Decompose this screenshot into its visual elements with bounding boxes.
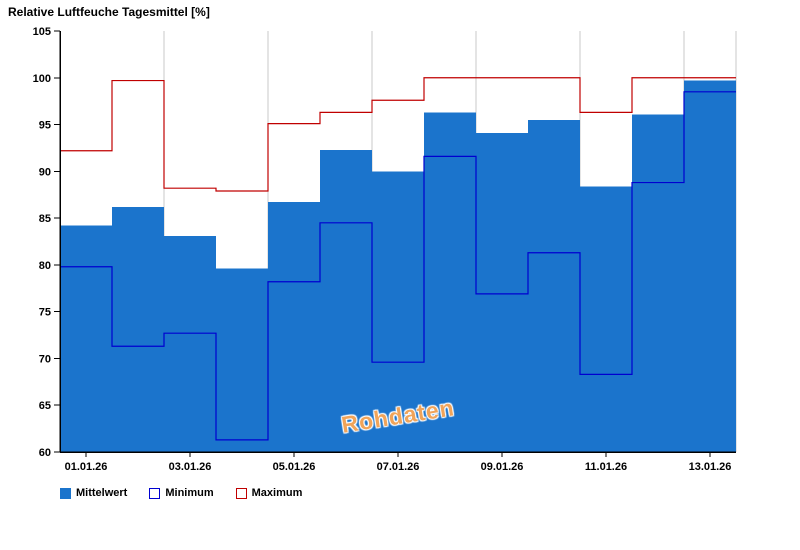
chart-legend: Mittelwert Minimum Maximum [60,487,302,499]
bar-05.01.26 [268,202,320,452]
tick-marks [54,30,711,457]
bar-09.01.26 [476,132,528,452]
minimum-step-line [60,91,736,441]
y-tick-label: 105 [33,26,51,38]
legend-item-maximum: Maximum [235,487,303,499]
legend-swatch-maximum-icon [235,487,247,499]
legend-label-maximum: Maximum [251,487,303,499]
y-tick-label: 90 [39,166,51,178]
y-tick-label: 80 [39,260,51,272]
bars-mittelwert [60,80,736,453]
bar-12.01.26 [632,114,684,453]
x-tick-label: 07.01.26 [377,461,420,473]
legend-label-mittelwert: Mittelwert [76,487,128,499]
y-tick-label: 60 [39,447,51,459]
x-tick-label: 05.01.26 [273,461,316,473]
legend-swatch-mittelwert-icon [60,487,71,499]
legend-item-mittelwert: Mittelwert [60,487,127,499]
y-tick-label: 95 [39,120,51,132]
bar-06.01.26 [320,149,372,452]
y-tick-label: 100 [33,73,51,85]
bar-02.01.26 [112,206,164,452]
x-tick-label: 11.01.26 [585,461,627,473]
chart-title: Relative Luftfeuche Tagesmittel [%] [8,5,210,19]
bar-13.01.26 [684,80,736,452]
bar-11.01.26 [580,186,632,452]
y-tick-label: 70 [39,353,51,365]
bar-04.01.26 [216,268,268,452]
legend-label-minimum: Minimum [165,487,214,499]
x-tick-label: 03.01.26 [169,461,212,473]
y-tick-label: 75 [39,307,51,319]
legend-swatch-minimum-icon [149,487,161,499]
tick-labels: 60 65 70 75 80 85 90 95 100 105 01.01.26 03.01.26 05… [33,26,732,473]
chart-canvas: 60 65 70 75 80 85 90 95 100 105 01.01.26 03.01.26 05… [33,26,737,473]
bar-07.01.26 [372,171,424,453]
x-tick-label: 01.01.26 [65,461,108,473]
bar-01.01.26 [60,225,112,452]
y-tick-label: 85 [39,213,51,225]
x-tick-label: 09.01.26 [481,461,524,473]
bar-10.01.26 [528,119,580,452]
maximum-step-line [60,77,736,192]
legend-item-minimum: Minimum [149,487,214,499]
bar-08.01.26 [424,112,476,452]
y-tick-label: 65 [39,400,51,412]
bar-03.01.26 [164,235,216,452]
x-tick-label: 13.01.26 [689,461,732,473]
